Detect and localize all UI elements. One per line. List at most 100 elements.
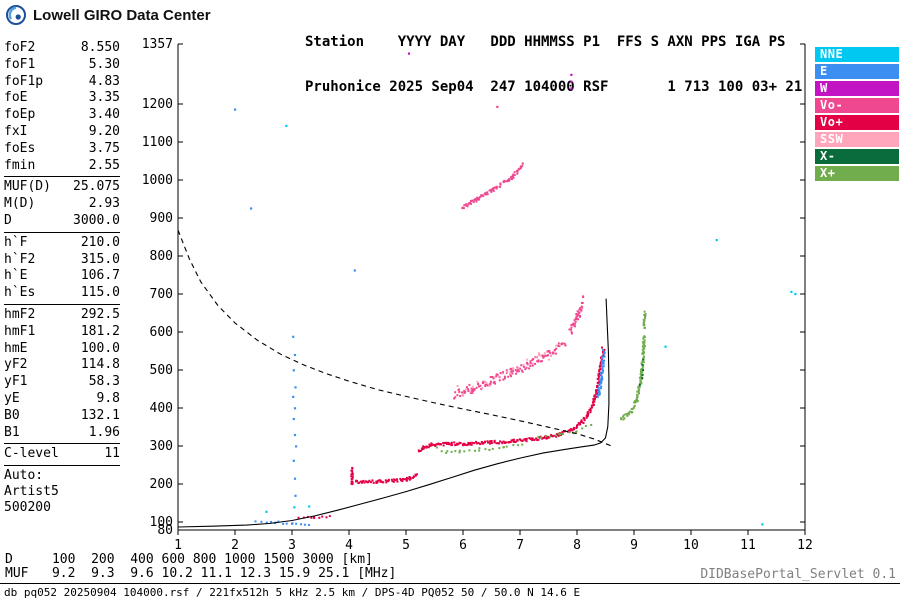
x-tick-label: 7 (516, 538, 524, 553)
param-row: h`E 106.7 (4, 268, 120, 285)
param-row: foF1 5.30 (4, 57, 120, 74)
param-value: 292.5 (80, 306, 120, 322)
y-tick-label: 600 (150, 325, 173, 340)
distance-scale-row: D 100 200 400 600 800 1000 1500 3000 [km… (5, 552, 373, 567)
param-row: h`F 210.0 (4, 235, 120, 252)
y-tick-label: 1000 (142, 173, 173, 188)
param-group-divider (4, 303, 120, 305)
y-tick-label: 900 (150, 211, 173, 226)
y-tick-label: 1200 (142, 97, 173, 112)
param-value: 3.40 (88, 107, 120, 123)
param-row: foEp 3.40 (4, 107, 120, 124)
param-label: yF1 (4, 374, 28, 390)
param-label: B0 (4, 407, 20, 423)
param-label: h`F2 (4, 251, 36, 267)
y-tick-label: 200 (150, 477, 173, 492)
legend-item-ssw: SSW (815, 132, 899, 147)
param-value: 115.0 (80, 285, 120, 301)
param-label: foE (4, 90, 28, 106)
legend-item-x: X- (815, 149, 899, 164)
param-label: h`Es (4, 285, 36, 301)
param-group-divider (4, 231, 120, 233)
param-value: 9.8 (96, 390, 120, 406)
param-group-divider (4, 443, 120, 445)
y-tick-label: 500 (150, 363, 173, 378)
param-value: 181.2 (80, 323, 120, 339)
param-row: C-level 11 (4, 446, 120, 463)
param-row: yF2 114.8 (4, 357, 120, 374)
param-group-divider (4, 176, 120, 178)
param-row: foF1p 4.83 (4, 74, 120, 91)
param-value: 3.75 (88, 140, 120, 156)
y-tick-label: 1100 (142, 135, 173, 150)
param-value: 8.550 (80, 40, 120, 55)
param-row: B1 1.96 (4, 425, 120, 442)
y-tick-label: 700 (150, 287, 173, 302)
param-label: fxI (4, 123, 28, 139)
legend-item-vo: Vo- (815, 98, 899, 113)
y-tick-label: 80 (157, 523, 173, 538)
param-row: fxI 9.20 (4, 124, 120, 141)
param-value: 210.0 (80, 234, 120, 250)
x-tick-label: 4 (345, 538, 353, 553)
x-tick-label: 11 (740, 538, 756, 553)
param-label: M(D) (4, 196, 36, 212)
y-tick-label: 300 (150, 439, 173, 454)
auto-scaling-label: 500200 (4, 500, 51, 516)
param-row: foEs 3.75 (4, 141, 120, 158)
param-label: hmF1 (4, 323, 36, 339)
param-row: h`F2 315.0 (4, 252, 120, 269)
servlet-version: DIDBasePortal_Servlet 0.1 (700, 567, 896, 582)
legend-item-w: W (815, 81, 899, 96)
param-row: hmF2 292.5 (4, 307, 120, 324)
x-tick-label: 5 (402, 538, 410, 553)
auto-scaling-label: Artist5 (4, 484, 59, 500)
station-info-columns: Station YYYY DAY DDD HHMMSS P1 FFS S AXN… (305, 34, 786, 50)
param-value: 106.7 (80, 268, 120, 284)
parameter-panel: foF2 8.550 foF1 5.30 foF1p 4.83 foE 3.35 foEp 3.4… (4, 40, 120, 516)
param-value: 9.20 (88, 123, 120, 139)
param-value: 58.3 (88, 374, 120, 390)
param-row: B0 132.1 (4, 408, 120, 425)
param-value: 3.35 (88, 90, 120, 106)
param-value: 25.075 (73, 179, 120, 195)
param-value: 2.55 (88, 157, 120, 173)
legend-item-vo: Vo+ (815, 115, 899, 130)
param-value: 100.0 (80, 340, 120, 356)
x-tick-label: 12 (797, 538, 813, 553)
param-label: hmF2 (4, 306, 36, 322)
footer-divider (0, 583, 900, 584)
param-row: h`Es 115.0 (4, 285, 120, 302)
status-line: db pq052 20250904 104000.rsf / 221fx512h… (4, 586, 581, 599)
param-row: MUF(D) 25.075 (4, 179, 120, 196)
x-tick-label: 3 (288, 538, 296, 553)
y-tick-label: 400 (150, 401, 173, 416)
param-label: foEp (4, 107, 36, 123)
lowell-giro-logo-icon (6, 5, 26, 25)
param-label: D (4, 212, 12, 228)
param-row: yF1 58.3 (4, 374, 120, 391)
brand-header: Lowell GIRO Data Center (5, 4, 211, 26)
y-tick-label: 1357 (142, 37, 173, 52)
param-value: 2.93 (88, 196, 120, 212)
param-value: 132.1 (80, 407, 120, 423)
x-tick-label: 2 (231, 538, 239, 553)
station-info-header: Station YYYY DAY DDD HHMMSS P1 FFS S AXN… (305, 5, 802, 125)
param-label: hmE (4, 340, 28, 356)
param-group-divider (4, 465, 120, 467)
param-value: 5.30 (88, 56, 120, 72)
param-label: yF2 (4, 357, 28, 373)
param-value: 114.8 (80, 357, 120, 373)
param-row: yE 9.8 (4, 391, 120, 408)
param-label: foF1 (4, 56, 36, 72)
legend: NNE E W Vo- Vo+ SSW X- X+ (815, 47, 899, 183)
param-label: foEs (4, 140, 36, 156)
param-row: hmF1 181.2 (4, 324, 120, 341)
brand-title: Lowell GIRO Data Center (33, 6, 211, 24)
param-value: 1.96 (88, 424, 120, 440)
param-label: foF1p (4, 73, 44, 89)
param-label: B1 (4, 424, 20, 440)
param-row: D 3000.0 (4, 213, 120, 230)
legend-item-x: X+ (815, 166, 899, 181)
